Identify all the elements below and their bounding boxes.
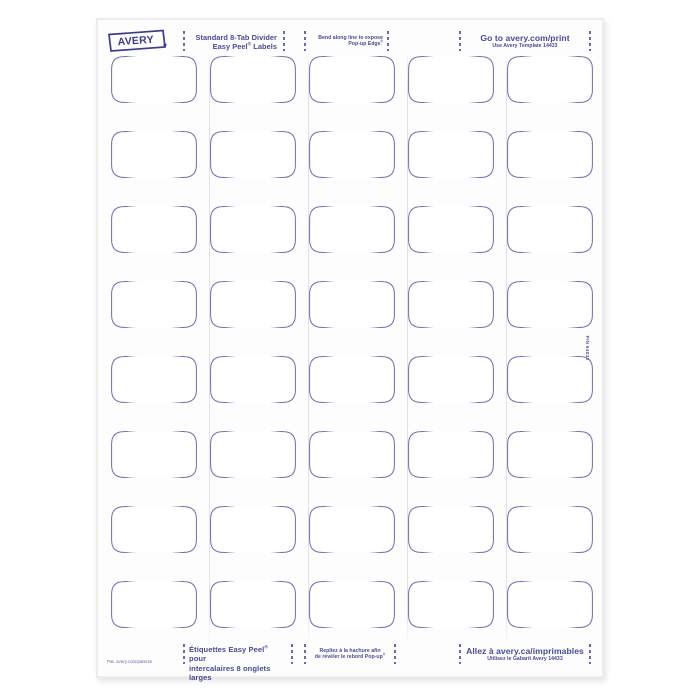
- header-product-title: Standard 8-Tab Divider Easy Peel® Labels: [189, 33, 277, 51]
- svg-text:AVERY: AVERY: [117, 34, 154, 49]
- footer-product-title-fr: Étiquettes Easy Peel® pour intercalaires…: [189, 645, 287, 682]
- label-cell: [309, 131, 395, 178]
- label-grid: [111, 56, 593, 646]
- header-bend-instruction: Bend along line to expose Pop-up Edge®: [309, 35, 383, 48]
- label-cell: [507, 506, 593, 553]
- label-cell: [309, 431, 395, 478]
- part-number-label: P/N 64033: [585, 335, 591, 361]
- footer-tick-left-1: [183, 644, 185, 664]
- footer-bend-instruction-fr-line1: Repliez à la hachure afin: [319, 648, 381, 654]
- registered-mark-icon: ®: [380, 39, 383, 44]
- label-cell: [210, 56, 296, 103]
- label-cell: [309, 206, 395, 253]
- label-cell: [111, 281, 197, 328]
- header-product-title-line2-post: Labels: [251, 42, 277, 52]
- label-cell: [507, 356, 593, 403]
- label-cell: [111, 56, 197, 103]
- header-bend-instruction-line2: Pop-up Edge®: [309, 39, 383, 48]
- header-bend-instruction-line2-pre: Pop-up Edge: [348, 41, 381, 48]
- footer-template-number-fr: Utilisez le Gabarit Avery 14433: [487, 656, 563, 663]
- label-cell: [210, 431, 296, 478]
- header-product-title-line1: Standard 8-Tab Divider: [195, 33, 277, 42]
- footer-bend-instruction-fr: Repliez à la hachure afin de révéler le …: [308, 648, 392, 661]
- column-separator-3: [407, 49, 408, 647]
- label-cell: [210, 131, 296, 178]
- label-cell: [210, 581, 296, 628]
- label-cell: [111, 506, 197, 553]
- footer-tick-mid-2: [394, 644, 396, 664]
- label-cell: [210, 206, 296, 253]
- label-cell: [507, 56, 593, 103]
- footer-print-url-fr[interactable]: Allez à avery.ca/imprimables Utilisez le…: [463, 646, 587, 663]
- header-template-number: Use Avery Template 14433: [492, 43, 558, 50]
- footer-product-title-fr-line1-post: pour: [189, 654, 207, 664]
- registered-mark-icon: ®: [247, 42, 252, 48]
- label-cell: [507, 431, 593, 478]
- column-separator-2: [308, 49, 309, 647]
- footer-product-title-fr-line1: Étiquettes Easy Peel® pour: [189, 645, 287, 664]
- avery-logo: AVERY: [107, 29, 169, 53]
- label-cell: [309, 356, 395, 403]
- header-print-url-line1[interactable]: Go to avery.com/print: [480, 33, 570, 43]
- label-cell: [408, 581, 494, 628]
- header-bend-instruction-line1: Bend along line to expose: [318, 35, 383, 41]
- label-cell: [309, 281, 395, 328]
- footer-product-title-fr-line1-pre: Étiquettes Easy Peel: [189, 645, 265, 654]
- header-tick-mid-1: [304, 31, 306, 51]
- header-product-title-line2-pre: Easy Peel: [212, 42, 248, 52]
- label-cell: [111, 206, 197, 253]
- sheet-header: AVERY Standard 8-Tab Divider Easy Peel® …: [97, 23, 603, 59]
- label-cell: [210, 356, 296, 403]
- footer-bend-instruction-fr-line2-pre: de révéler le rebord Pop-up: [314, 654, 383, 661]
- label-cell: [408, 356, 494, 403]
- label-cell: [111, 431, 197, 478]
- label-cell: [111, 131, 197, 178]
- label-cell: [111, 581, 197, 628]
- patent-notice: Pat. avery.com/patents: [107, 659, 153, 664]
- header-tick-right-1: [459, 31, 461, 51]
- label-cell: [309, 56, 395, 103]
- label-cell: [309, 506, 395, 553]
- footer-product-title-fr-line2: intercalaires 8 onglets larges: [189, 663, 271, 682]
- label-cell: [507, 131, 593, 178]
- label-cell: [408, 131, 494, 178]
- label-cell: [408, 281, 494, 328]
- label-cell: [408, 56, 494, 103]
- footer-tick-mid-1: [304, 644, 306, 664]
- header-tick-left-1: [183, 31, 185, 51]
- footer-tick-right-2: [589, 644, 591, 664]
- column-separator-4: [506, 49, 507, 647]
- header-tick-left-2: [283, 31, 285, 51]
- label-cell: [210, 506, 296, 553]
- label-cell: [111, 356, 197, 403]
- header-print-url[interactable]: Go to avery.com/print Use Avery Template…: [463, 33, 587, 50]
- label-cell: [408, 506, 494, 553]
- header-tick-mid-2: [387, 31, 389, 51]
- label-sheet: AVERY Standard 8-Tab Divider Easy Peel® …: [96, 18, 604, 682]
- label-cell: [408, 206, 494, 253]
- column-separator-1: [209, 49, 210, 647]
- footer-tick-right-1: [459, 644, 461, 664]
- footer-bend-instruction-fr-line2: de révéler le rebord Pop-up®: [308, 652, 392, 661]
- registered-mark-icon: ®: [264, 645, 268, 651]
- label-cell: [507, 281, 593, 328]
- header-tick-right-2: [589, 31, 591, 51]
- sheet-footer: Pat. avery.com/patents Étiquettes Easy P…: [97, 635, 603, 682]
- footer-tick-left-2: [291, 644, 293, 664]
- label-cell: [309, 581, 395, 628]
- header-product-title-line2: Easy Peel® Labels: [189, 42, 277, 51]
- registered-mark-icon: ®: [382, 652, 386, 657]
- label-cell: [507, 581, 593, 628]
- label-cell: [408, 431, 494, 478]
- label-cell: [210, 281, 296, 328]
- label-cell: [507, 206, 593, 253]
- footer-print-url-fr-line1[interactable]: Allez à avery.ca/imprimables: [466, 646, 584, 656]
